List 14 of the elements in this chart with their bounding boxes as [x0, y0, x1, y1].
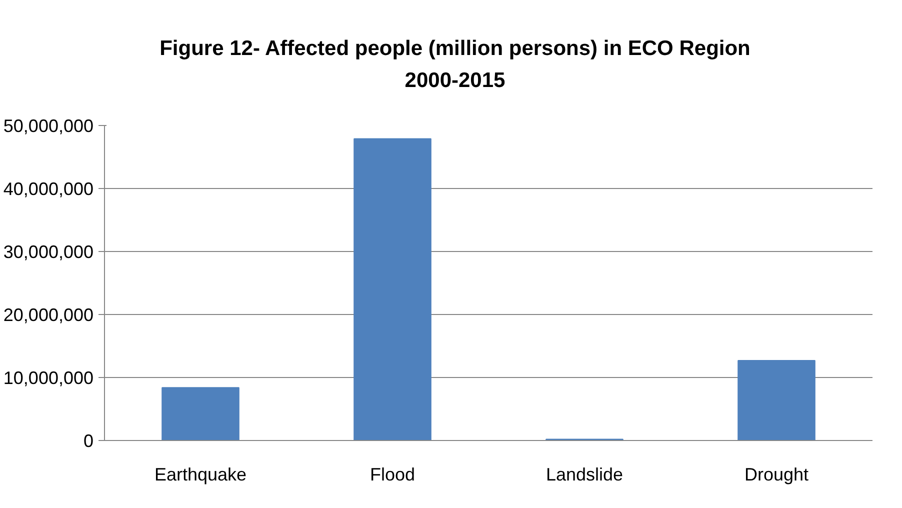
x-tick-label: Earthquake [154, 464, 247, 484]
x-tick-label: Landslide [546, 464, 624, 484]
chart-title: Figure 12- Affected people (million persons) in ECO Region 2000-2015 [160, 36, 750, 94]
x-tick-label: Flood [370, 464, 416, 484]
y-tick-label: 40,000,000 [3, 179, 94, 199]
y-tick-label: 50,000,000 [3, 116, 94, 136]
y-tick-label: 30,000,000 [3, 242, 94, 262]
bar [354, 138, 432, 440]
y-tick-label: 10,000,000 [3, 368, 94, 388]
x-tick-label: Drought [744, 464, 809, 484]
bar [162, 387, 240, 440]
y-tick-label: 20,000,000 [3, 305, 94, 325]
y-tick-label: 0 [83, 431, 94, 451]
bar [738, 360, 816, 440]
